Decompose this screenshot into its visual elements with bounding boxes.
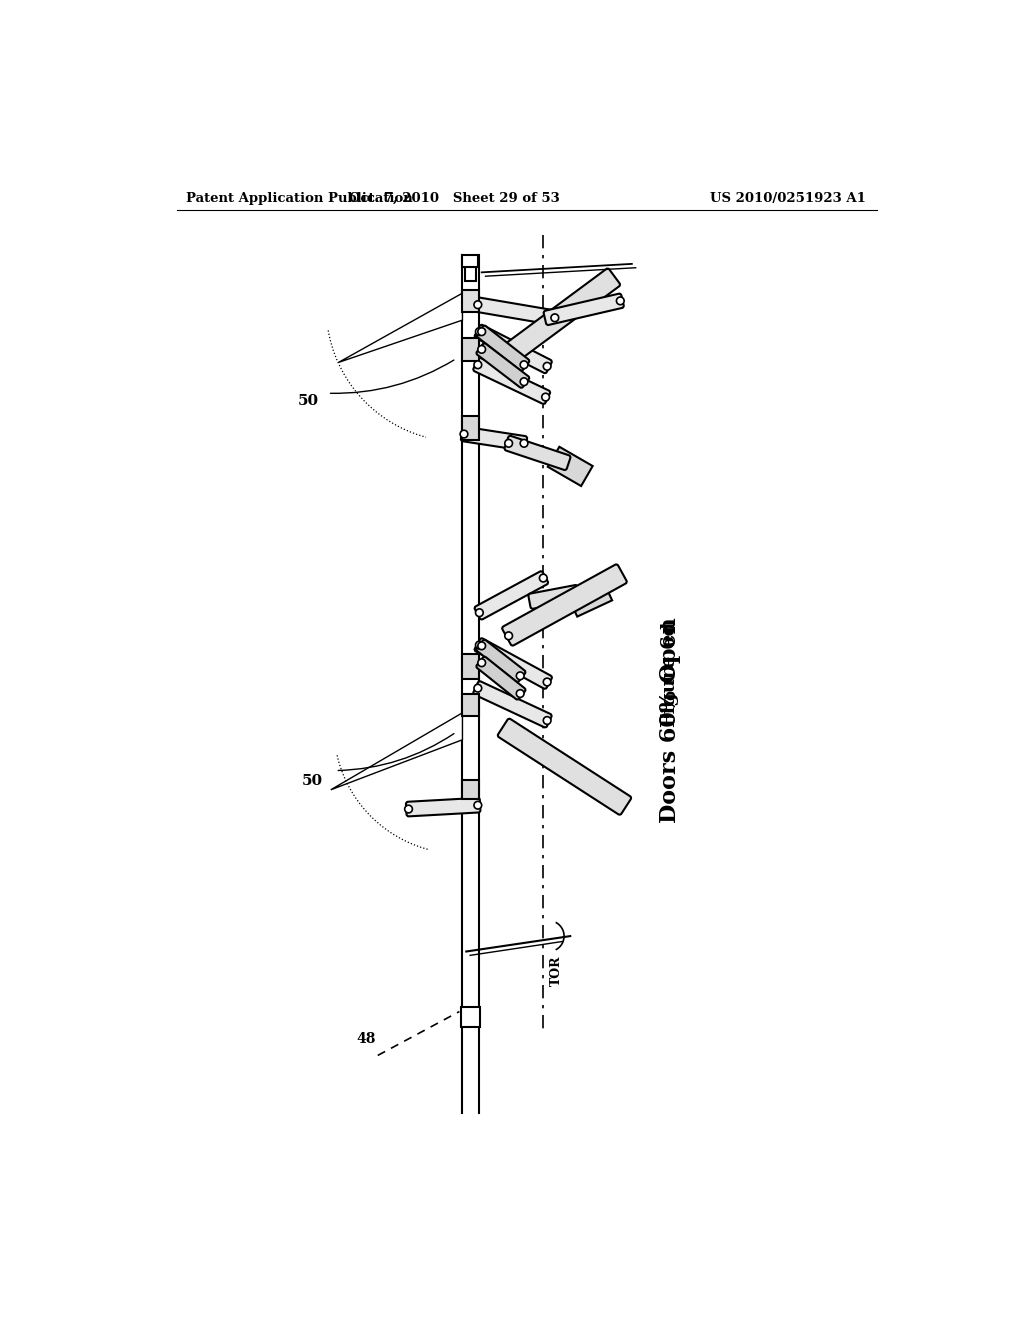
Text: Doors 60% Open: Doors 60% Open xyxy=(658,618,681,824)
Circle shape xyxy=(475,327,483,335)
Text: 48: 48 xyxy=(356,1031,376,1045)
Circle shape xyxy=(505,440,512,447)
FancyBboxPatch shape xyxy=(528,585,580,609)
Bar xyxy=(548,446,593,486)
Circle shape xyxy=(516,689,524,697)
FancyBboxPatch shape xyxy=(475,297,558,325)
Circle shape xyxy=(540,574,547,582)
Bar xyxy=(461,1007,480,1027)
Text: Patent Application Publication: Patent Application Publication xyxy=(186,191,413,205)
Circle shape xyxy=(474,301,481,309)
Bar xyxy=(462,780,478,800)
Circle shape xyxy=(478,346,485,354)
FancyBboxPatch shape xyxy=(505,436,570,470)
Text: TOR: TOR xyxy=(550,956,563,986)
Bar xyxy=(567,578,612,616)
Bar xyxy=(462,694,478,715)
FancyBboxPatch shape xyxy=(476,343,529,388)
Circle shape xyxy=(475,642,483,649)
Circle shape xyxy=(616,297,625,305)
Circle shape xyxy=(404,805,413,813)
Circle shape xyxy=(516,672,524,680)
Circle shape xyxy=(505,632,512,640)
Bar xyxy=(462,338,478,360)
FancyBboxPatch shape xyxy=(473,681,552,727)
Circle shape xyxy=(544,717,551,725)
Circle shape xyxy=(544,363,551,370)
Circle shape xyxy=(520,378,528,385)
Text: 50: 50 xyxy=(302,774,323,788)
FancyBboxPatch shape xyxy=(461,426,527,450)
FancyBboxPatch shape xyxy=(474,572,548,619)
Polygon shape xyxy=(331,713,463,789)
Bar xyxy=(462,416,478,441)
Circle shape xyxy=(520,360,528,368)
Bar xyxy=(463,255,478,267)
FancyBboxPatch shape xyxy=(474,639,552,689)
Text: 50: 50 xyxy=(298,393,319,408)
Text: US 2010/0251923 A1: US 2010/0251923 A1 xyxy=(710,191,866,205)
Circle shape xyxy=(460,430,468,438)
Bar xyxy=(465,264,475,281)
Circle shape xyxy=(478,327,485,335)
FancyBboxPatch shape xyxy=(498,718,631,814)
Bar xyxy=(462,290,478,312)
Bar xyxy=(462,655,478,678)
FancyBboxPatch shape xyxy=(544,293,624,325)
Circle shape xyxy=(551,314,559,322)
Text: Figure 6d: Figure 6d xyxy=(660,622,679,727)
Circle shape xyxy=(474,360,481,368)
FancyBboxPatch shape xyxy=(502,565,627,645)
FancyBboxPatch shape xyxy=(476,326,529,371)
Circle shape xyxy=(544,678,551,686)
FancyBboxPatch shape xyxy=(501,268,621,364)
FancyBboxPatch shape xyxy=(475,325,552,374)
Circle shape xyxy=(474,684,481,692)
Circle shape xyxy=(475,609,483,616)
Text: Oct. 7, 2010   Sheet 29 of 53: Oct. 7, 2010 Sheet 29 of 53 xyxy=(348,191,559,205)
FancyBboxPatch shape xyxy=(476,640,525,682)
FancyBboxPatch shape xyxy=(473,358,550,404)
Circle shape xyxy=(520,440,528,447)
Circle shape xyxy=(474,801,481,809)
Circle shape xyxy=(478,642,485,649)
FancyBboxPatch shape xyxy=(476,656,525,700)
Circle shape xyxy=(478,659,485,667)
Polygon shape xyxy=(339,293,463,363)
Circle shape xyxy=(542,393,550,401)
FancyBboxPatch shape xyxy=(406,797,480,816)
